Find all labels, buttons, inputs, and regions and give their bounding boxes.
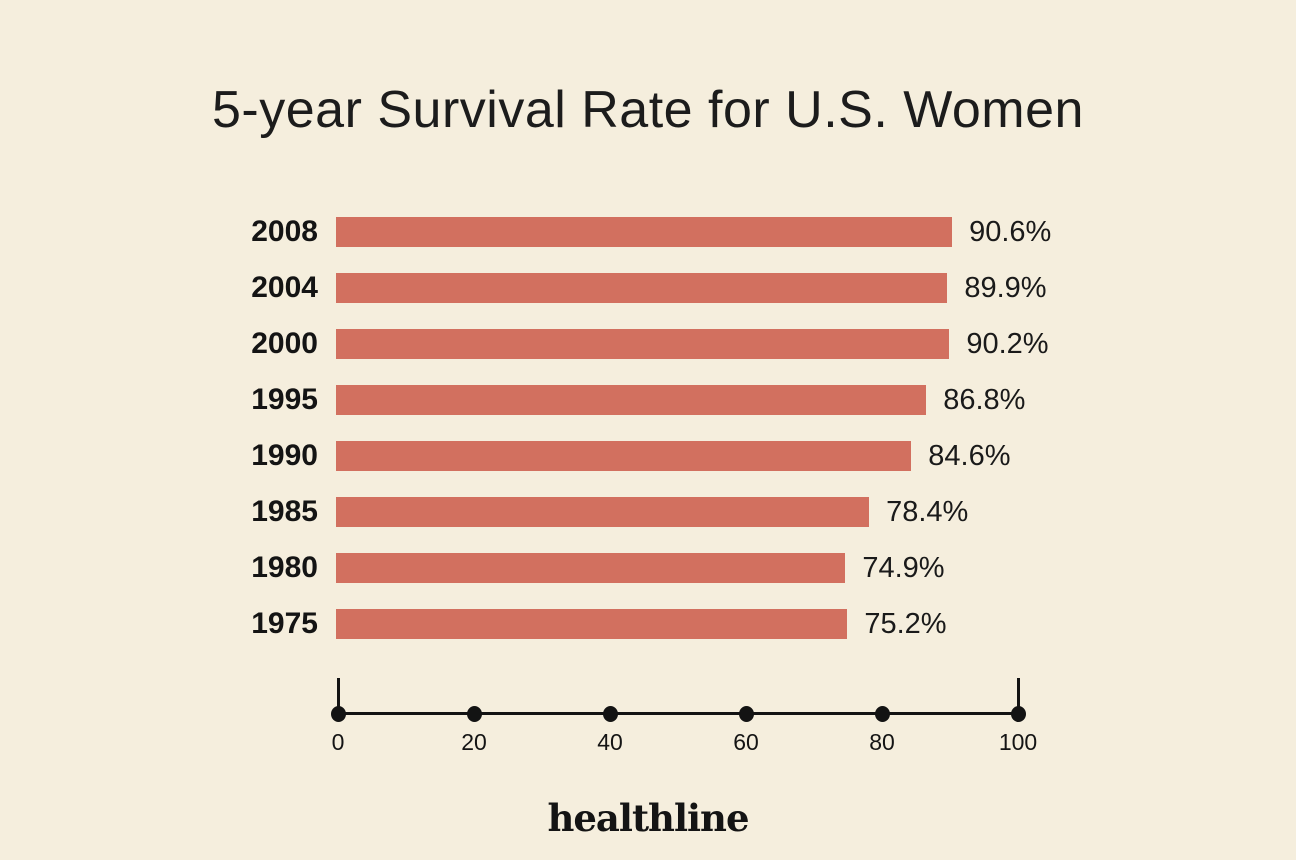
value-label: 90.6% [969,215,1052,248]
value-label: 78.4% [886,495,969,528]
axis-tick-label: 20 [461,729,487,755]
bar-chart: 2008 90.6% 2004 89.9% 2000 90.2% 1995 86… [0,215,1296,665]
bar [336,553,846,583]
chart-row: 1975 75.2% [0,607,1296,640]
value-label: 74.9% [862,551,945,584]
chart-row: 2008 90.6% [0,215,1296,248]
axis-tick-label: 60 [733,729,759,755]
year-label: 1980 [251,551,318,584]
chart-row: 1995 86.8% [0,383,1296,416]
chart-row: 1980 74.9% [0,551,1296,584]
chart-row: 1985 78.4% [0,495,1296,528]
axis-tick-dot [874,706,890,722]
bar [336,385,927,415]
axis-tick-dot [602,706,618,722]
bar [336,441,912,471]
axis-tick-dot [1010,706,1026,722]
value-label: 75.2% [864,607,947,640]
chart-row: 2000 90.2% [0,327,1296,360]
year-label: 1990 [251,439,318,472]
axis-tick-dot [330,706,346,722]
chart-row: 1990 84.6% [0,439,1296,472]
year-label: 2008 [251,215,318,248]
bar [336,609,848,639]
bar [336,273,948,303]
year-label: 1985 [251,495,318,528]
bar [336,217,953,247]
value-label: 89.9% [964,271,1047,304]
axis-tick-label: 80 [869,729,895,755]
axis-tick-label: 0 [331,729,345,755]
chart-title: 5-year Survival Rate for U.S. Women [212,81,1084,139]
axis-tick-label: 40 [597,729,623,755]
axis-tick-dot [466,706,482,722]
year-label: 1975 [251,607,318,640]
x-axis: 0 20 40 60 80 100 [330,678,1037,768]
healthline-logo: healthline [547,796,749,840]
year-label: 1995 [251,383,318,416]
axis-line [337,712,1019,715]
bar [336,497,870,527]
year-label: 2000 [251,327,318,360]
value-label: 86.8% [943,383,1026,416]
value-label: 90.2% [966,327,1049,360]
axis-end-cap-right [1016,678,1020,714]
year-label: 2004 [251,271,318,304]
chart-row: 2004 89.9% [0,271,1296,304]
axis-tick-label: 100 [998,729,1038,755]
axis-tick-dot [738,706,754,722]
axis-end-cap-left [336,678,340,714]
value-label: 84.6% [928,439,1011,472]
bar [336,329,950,359]
